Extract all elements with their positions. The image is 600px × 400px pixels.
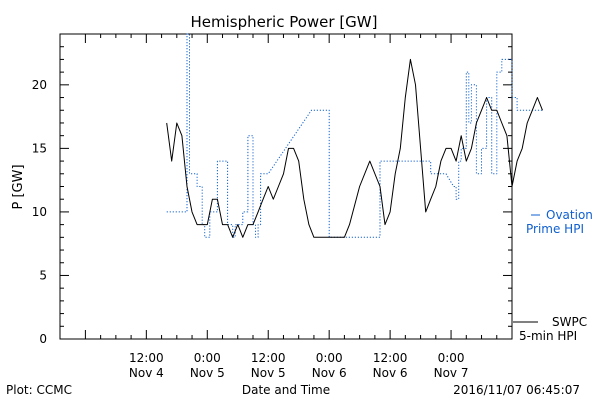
- plot-frame: [59, 33, 513, 340]
- legend-ovation-line2: Prime HPI: [526, 222, 584, 236]
- x-tick-label-time: 12:00: [373, 351, 408, 365]
- y-axis-label: P [GW]: [11, 164, 26, 209]
- y-tick-label: 10: [32, 205, 47, 219]
- x-tick-label-time: 0:00: [438, 351, 465, 365]
- x-tick-label-date: Nov 6: [312, 366, 347, 380]
- x-axis-label: Date and Time: [242, 383, 330, 397]
- x-tick-label-time: 0:00: [194, 351, 221, 365]
- x-tick-label-time: 12:00: [251, 351, 286, 365]
- x-tick-label-time: 0:00: [316, 351, 343, 365]
- x-tick-label-date: Nov 5: [251, 366, 286, 380]
- legend-ovation-line1: Ovation: [546, 208, 593, 222]
- series-ovation-prime-line: [166, 33, 543, 238]
- y-tick-label: 20: [32, 78, 47, 92]
- y-tick-label: 5: [39, 268, 47, 282]
- legend-ovation: Ovation Prime HPI: [526, 208, 593, 236]
- x-tick-label-date: Nov 6: [373, 366, 408, 380]
- y-tick-label: 15: [32, 141, 47, 155]
- plot-credit: Plot: CCMC: [6, 383, 72, 397]
- x-tick-label-date: Nov 4: [129, 366, 164, 380]
- plot-timestamp: 2016/11/07 06:45:07: [453, 383, 580, 397]
- series-swpc-line: [166, 58, 543, 238]
- legend-swpc: SWPC 5-min HPI: [513, 315, 587, 343]
- series-layer: [166, 33, 543, 238]
- x-tick-label-date: Nov 7: [434, 366, 469, 380]
- legend-swpc-line1: SWPC: [552, 315, 587, 329]
- x-tick-label-time: 12:00: [129, 351, 164, 365]
- chart-title: Hemispheric Power [GW]: [191, 13, 378, 31]
- x-tick-label-date: Nov 5: [190, 366, 225, 380]
- y-tick-label: 0: [39, 332, 47, 346]
- legend-swpc-line2: 5-min HPI: [519, 329, 577, 343]
